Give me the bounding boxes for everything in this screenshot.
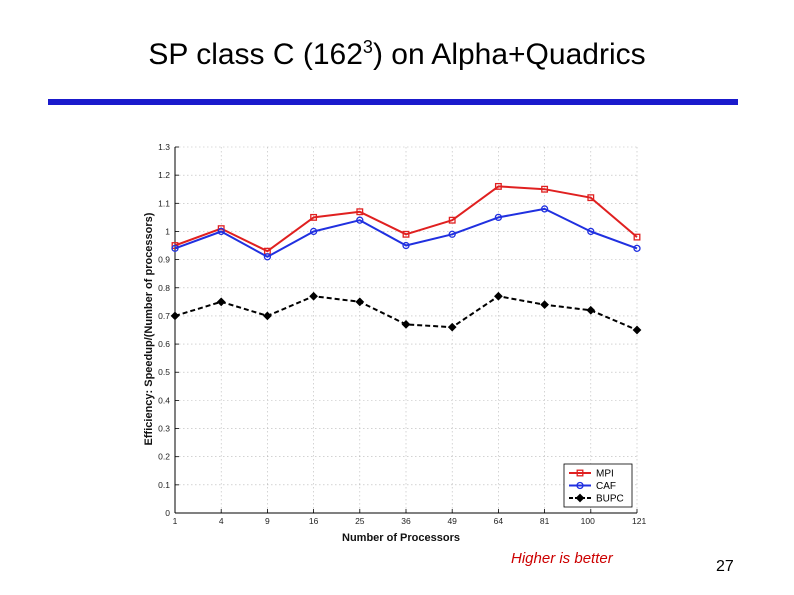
y-tick-label: 0.4 <box>158 395 170 405</box>
x-tick-label: 9 <box>265 516 270 526</box>
x-tick-label: 1 <box>173 516 178 526</box>
legend-label-mpi: MPI <box>596 469 614 480</box>
data-point-caf <box>402 241 410 250</box>
data-point-mpi <box>402 230 410 238</box>
data-point-bupc <box>216 297 226 307</box>
data-point-bupc <box>355 297 365 307</box>
page-number: 27 <box>716 558 734 575</box>
data-point-caf <box>587 227 595 236</box>
y-tick-label: 0.9 <box>158 255 170 265</box>
x-tick-label: 16 <box>309 516 319 526</box>
data-point-caf <box>356 216 364 224</box>
data-point-bupc <box>632 325 642 335</box>
y-tick-label: 1 <box>165 226 170 236</box>
data-point-mpi <box>587 194 595 202</box>
plot-area <box>175 147 637 513</box>
x-tick-label: 49 <box>447 516 457 526</box>
x-tick-label: 36 <box>401 516 411 526</box>
data-point-mpi <box>448 216 456 224</box>
data-point-caf <box>263 253 272 261</box>
x-tick-label: 81 <box>540 516 550 526</box>
data-point-mpi <box>633 233 641 241</box>
data-point-bupc <box>447 322 457 332</box>
data-point-mpi <box>541 185 549 193</box>
legend-label-bupc: BUPC <box>596 494 624 505</box>
y-tick-label: 0.7 <box>158 311 170 321</box>
data-point-caf <box>309 227 318 236</box>
y-tick-label: 1.1 <box>158 198 170 208</box>
data-point-mpi <box>494 182 502 190</box>
data-point-bupc <box>586 305 596 315</box>
y-tick-label: 0.3 <box>158 424 170 434</box>
data-point-caf <box>540 205 549 213</box>
x-tick-label: 4 <box>219 516 224 526</box>
data-point-mpi <box>310 213 318 221</box>
legend-marker-mpi <box>576 469 584 477</box>
data-point-caf <box>494 213 503 222</box>
y-tick-label: 0.2 <box>158 452 170 462</box>
y-tick-label: 0.6 <box>158 339 170 349</box>
y-axis-label: Efficiency: Speedup/(Number of processor… <box>143 212 155 445</box>
data-point-caf <box>217 227 225 236</box>
data-point-caf <box>448 230 456 238</box>
legend-marker-bupc <box>575 493 585 503</box>
data-point-caf <box>633 244 641 253</box>
legend-marker-caf <box>576 481 584 490</box>
slide-title-superscript: 3 <box>362 37 373 57</box>
series-line-caf <box>174 207 638 258</box>
data-point-mpi <box>356 208 364 216</box>
data-point-bupc <box>170 311 180 321</box>
slide-title-main: SP class C (162 <box>148 38 363 71</box>
series-line-mpi <box>174 185 638 253</box>
x-axis-label: Number of Processors <box>342 532 460 544</box>
legend-label-caf: CAF <box>596 481 616 492</box>
y-tick-label: 1.3 <box>158 142 170 152</box>
y-tick-label: 0.8 <box>158 283 170 293</box>
higher-is-better-note: Higher is better <box>511 550 613 567</box>
x-tick-label: 121 <box>632 516 646 526</box>
y-tick-label: 0.1 <box>158 480 170 490</box>
y-tick-label: 1.2 <box>158 170 170 180</box>
y-tick-label: 0.5 <box>158 367 170 377</box>
data-point-bupc <box>494 291 503 301</box>
y-tick-label: 0 <box>165 508 170 518</box>
title-rule <box>48 99 738 105</box>
data-point-bupc <box>540 300 549 310</box>
data-point-bupc <box>309 291 318 301</box>
x-tick-label: 25 <box>355 516 365 526</box>
x-tick-label: 100 <box>581 516 595 526</box>
slide-title-tail: ) on Alpha+Quadrics <box>372 38 646 71</box>
x-tick-label: 64 <box>494 516 504 526</box>
data-point-caf <box>171 244 179 253</box>
data-point-bupc <box>401 320 411 329</box>
slide-title: SP class C (1623) on Alpha+Quadrics <box>0 38 794 72</box>
data-point-bupc <box>263 311 272 321</box>
